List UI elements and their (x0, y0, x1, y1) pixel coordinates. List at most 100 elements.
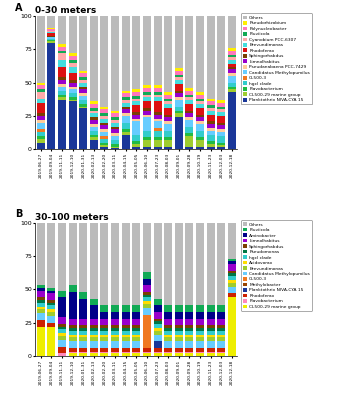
Bar (185, 120, 193, 127)
Bar (164, 328, 172, 331)
Bar (196, 140, 204, 147)
Bar (37, 83, 45, 85)
Bar (164, 348, 172, 352)
Bar (175, 71, 183, 75)
Bar (143, 85, 151, 88)
Bar (101, 139, 108, 143)
Bar (143, 13, 151, 85)
Bar (58, 91, 66, 95)
Bar (196, 117, 204, 121)
Bar (37, 307, 45, 309)
Bar (164, 140, 172, 147)
Bar (101, 147, 108, 149)
Bar (175, 353, 183, 356)
Bar (143, 117, 151, 131)
Bar (143, 315, 151, 348)
Bar (185, 111, 193, 113)
Bar (143, 92, 151, 95)
Bar (101, 13, 108, 107)
Bar (90, 337, 98, 341)
Bar (207, 111, 215, 115)
Bar (47, 37, 55, 39)
Bar (154, 131, 161, 137)
Bar (207, 131, 215, 135)
Bar (196, 99, 204, 101)
Bar (164, 115, 172, 117)
Bar (185, 91, 193, 95)
Bar (175, 117, 183, 149)
Bar (154, 95, 161, 97)
Bar (143, 131, 151, 137)
Bar (207, 348, 215, 352)
Bar (58, 340, 66, 347)
Bar (207, 99, 215, 101)
Bar (217, 143, 225, 145)
Bar (58, 60, 66, 67)
Bar (154, 101, 161, 112)
Bar (175, 93, 183, 97)
Bar (143, 304, 151, 308)
Bar (37, 129, 45, 132)
Bar (37, 303, 45, 307)
Bar (69, 63, 76, 67)
Bar (207, 319, 215, 325)
Bar (207, 352, 215, 353)
Bar (154, 348, 161, 352)
Bar (69, 331, 76, 335)
Bar (37, 139, 45, 143)
Bar (217, 341, 225, 348)
Bar (122, 341, 130, 348)
Bar (111, 136, 119, 140)
Bar (196, 319, 204, 325)
Bar (196, 348, 204, 352)
Bar (228, 261, 236, 264)
Bar (196, 124, 204, 131)
Bar (175, 80, 183, 84)
Bar (164, 131, 172, 137)
Bar (175, 0, 183, 68)
Bar (154, 92, 161, 95)
Bar (58, 97, 66, 100)
Bar (90, 137, 98, 140)
Bar (90, 140, 98, 149)
Bar (143, 272, 151, 279)
Bar (79, 87, 87, 89)
Bar (154, 215, 161, 299)
Bar (185, 353, 193, 356)
Bar (154, 328, 161, 331)
Bar (154, 140, 161, 147)
Bar (196, 95, 204, 99)
Bar (111, 144, 119, 147)
Bar (47, 33, 55, 36)
Bar (101, 335, 108, 337)
Bar (228, 12, 236, 48)
Bar (122, 123, 130, 129)
Bar (185, 352, 193, 353)
Bar (217, 335, 225, 337)
Bar (207, 335, 215, 337)
Bar (217, 337, 225, 341)
Bar (175, 75, 183, 77)
Bar (37, 309, 45, 313)
Bar (175, 335, 183, 337)
Bar (154, 88, 161, 92)
Bar (143, 88, 151, 92)
Bar (90, 348, 98, 352)
Bar (111, 325, 119, 328)
Bar (111, 111, 119, 113)
Bar (79, 348, 87, 352)
Bar (58, 329, 66, 333)
Bar (217, 147, 225, 149)
Bar (69, 285, 76, 292)
Bar (185, 16, 193, 88)
Bar (69, 53, 76, 56)
Bar (37, 320, 45, 327)
Bar (154, 121, 161, 128)
Bar (217, 328, 225, 331)
Bar (207, 15, 215, 99)
Bar (122, 325, 130, 328)
Bar (132, 105, 140, 112)
Bar (69, 83, 76, 87)
Bar (90, 331, 98, 335)
Bar (207, 312, 215, 319)
